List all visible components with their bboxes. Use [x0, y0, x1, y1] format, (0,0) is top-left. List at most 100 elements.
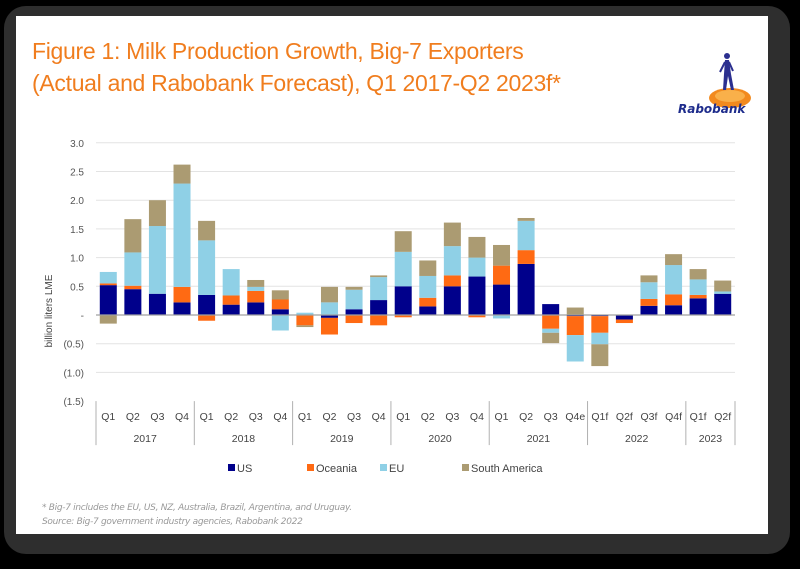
bar-segment-eu: [714, 291, 732, 294]
x-tick-label: Q3: [544, 411, 558, 423]
y-tick-label: 1.0: [70, 254, 84, 265]
bar-segment-us: [370, 300, 388, 315]
bar-segment-eu: [640, 282, 658, 299]
bar-segment-us: [394, 286, 412, 315]
bar-segment-south-america: [493, 244, 511, 266]
bar-segment-us: [247, 302, 265, 315]
bar-segment-oceania: [370, 315, 388, 326]
bar-segment-us: [542, 304, 560, 315]
bar-segment-eu: [468, 257, 486, 277]
bar-segment-south-america: [640, 275, 658, 283]
bar-segment-eu: [320, 302, 338, 315]
x-tick-label: Q4: [273, 411, 287, 423]
x-tick-label: Q3: [249, 411, 263, 423]
x-tick-label: Q4: [470, 411, 484, 423]
legend-swatch: [307, 464, 314, 471]
bar-segment-us: [345, 309, 363, 315]
bar-segment-eu: [419, 275, 437, 298]
bar-segment-us: [320, 315, 338, 318]
bar-segment-eu: [542, 328, 560, 333]
x-tick-label: Q2f: [616, 411, 633, 423]
chart-title-line-1: Figure 1: Milk Production Growth, Big-7 …: [32, 38, 524, 64]
bar-segment-south-america: [394, 231, 412, 252]
bar-segment-south-america: [714, 280, 732, 292]
bar-segment-south-america: [542, 332, 560, 344]
chart-title-line-2: (Actual and Rabobank Forecast), Q1 2017-…: [32, 70, 561, 96]
bar-segment-south-america: [247, 279, 265, 287]
bar-segment-eu: [99, 271, 117, 284]
x-tick-label: Q3f: [641, 411, 658, 423]
bar-segment-eu: [271, 315, 289, 331]
bar-segment-oceania: [615, 319, 633, 324]
bar-segment-south-america: [665, 254, 683, 266]
x-group-label: 2017: [133, 433, 157, 445]
bar-segment-us: [615, 315, 633, 320]
bar-segment-us: [198, 294, 216, 315]
bar-segment-south-america: [124, 219, 142, 253]
bar-segment-eu: [665, 265, 683, 295]
bar-segment-south-america: [173, 164, 191, 184]
x-tick-label: Q1: [298, 411, 312, 423]
x-tick-label: Q2: [519, 411, 533, 423]
bar-segment-eu: [689, 279, 707, 295]
bar-segment-eu: [124, 252, 142, 286]
bar-segment-us: [493, 284, 511, 315]
bar-segment-oceania: [320, 317, 338, 335]
bar-segment-eu: [198, 240, 216, 295]
bar-segment-oceania: [198, 315, 216, 321]
bar-segment-oceania: [640, 298, 658, 306]
bar-segment-oceania: [247, 290, 265, 303]
bar-segment-south-america: [419, 260, 437, 276]
bar-segment-oceania: [665, 294, 683, 306]
source-note: Source: Big-7 government industry agenci…: [42, 517, 303, 527]
bar-segment-eu: [345, 289, 363, 310]
x-tick-label: Q1: [200, 411, 214, 423]
bar-segment-eu: [222, 269, 240, 296]
x-tick-label: Q1f: [690, 411, 707, 423]
bar-segment-oceania: [173, 286, 191, 303]
x-tick-label: Q1: [396, 411, 410, 423]
bar-segment-eu: [148, 226, 166, 294]
bar-segment-us: [99, 285, 117, 315]
x-tick-label: Q3: [347, 411, 361, 423]
y-tick-label: (0.5): [63, 340, 84, 351]
x-tick-label: Q2: [421, 411, 435, 423]
x-group-label: 2019: [330, 433, 354, 445]
x-tick-label: Q4e: [565, 411, 585, 423]
bar-segment-oceania: [566, 316, 584, 336]
x-group-label: 2023: [699, 433, 723, 445]
bar-segment-us: [468, 276, 486, 315]
bar-segment-south-america: [99, 315, 117, 324]
bar-segment-us: [173, 302, 191, 315]
bar-segment-oceania: [419, 297, 437, 307]
rabobank-logo-text: Rabobank: [678, 102, 746, 116]
bar-segment-eu: [394, 251, 412, 287]
x-tick-label: Q4f: [665, 411, 682, 423]
bar-segment-south-america: [468, 236, 486, 258]
bar-segment-us: [222, 304, 240, 315]
x-tick-label: Q2: [126, 411, 140, 423]
x-group-label: 2020: [428, 433, 452, 445]
x-tick-label: Q2: [322, 411, 336, 423]
x-tick-label: Q4: [175, 411, 189, 423]
bar-segment-us: [517, 263, 535, 315]
bar-segment-eu: [517, 220, 535, 251]
bar-segment-south-america: [320, 286, 338, 303]
legend-label: South America: [471, 463, 543, 475]
bar-segment-oceania: [689, 294, 707, 299]
bar-segment-us: [665, 305, 683, 315]
legend-label: EU: [389, 463, 404, 475]
y-tick-label: (1.5): [63, 397, 84, 408]
bar-segment-south-america: [148, 200, 166, 227]
bar-segment-south-america: [566, 307, 584, 315]
bar-segment-us: [689, 298, 707, 315]
bar-segment-south-america: [443, 222, 461, 247]
x-tick-label: Q3: [150, 411, 164, 423]
x-group-label: 2021: [527, 433, 551, 445]
y-tick-label: (1.0): [63, 368, 84, 379]
bar-segment-south-america: [345, 286, 363, 290]
bar-segment-eu: [296, 312, 314, 315]
legend-label: US: [237, 463, 252, 475]
bar-segment-eu: [443, 246, 461, 276]
